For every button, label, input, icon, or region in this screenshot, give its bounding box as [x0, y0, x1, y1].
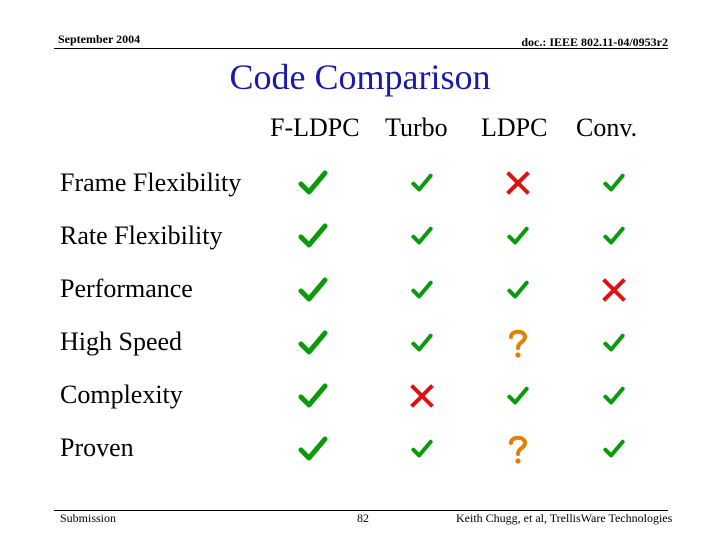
cross-icon [500, 165, 536, 201]
check-icon [295, 165, 331, 201]
footer-submission: Submission [60, 511, 117, 525]
check-icon [404, 325, 440, 361]
cross-icon [596, 272, 632, 308]
slide-title: Code Comparison [229, 57, 491, 97]
check-icon [404, 218, 440, 254]
check-icon [295, 325, 331, 361]
row-label-high-speed: High Speed [60, 327, 183, 356]
check-icon [596, 165, 632, 201]
row-label-complexity: Complexity [60, 380, 183, 409]
check-icon [596, 218, 632, 254]
check-icon [404, 165, 440, 201]
cross-icon [404, 378, 440, 414]
question-icon [500, 325, 536, 361]
check-icon [295, 378, 331, 414]
check-icon [596, 431, 632, 467]
question-icon [500, 431, 536, 467]
column-header-conv: Conv. [576, 113, 638, 142]
column-header-turbo: Turbo [385, 113, 448, 142]
check-icon [596, 325, 632, 361]
check-icon [295, 431, 331, 467]
check-icon [295, 218, 331, 254]
footer-divider [54, 510, 668, 511]
row-label-frame-flexibility: Frame Flexibility [60, 168, 242, 197]
row-label-performance: Performance [60, 274, 193, 303]
footer-page-number: 82 [357, 511, 369, 525]
row-label-rate-flexibility: Rate Flexibility [60, 221, 223, 250]
header-divider [54, 48, 668, 49]
check-icon [500, 218, 536, 254]
column-header-ldpc: LDPC [481, 113, 548, 142]
column-header-f-ldpc: F-LDPC [270, 113, 360, 142]
header-doc-id: doc.: IEEE 802.11-04/0953r2 [521, 35, 668, 49]
check-icon [500, 378, 536, 414]
footer-author: Keith Chugg, et al, TrellisWare Technolo… [456, 511, 673, 525]
check-icon [404, 431, 440, 467]
header-date: September 2004 [58, 32, 141, 46]
check-icon [596, 378, 632, 414]
check-icon [295, 272, 331, 308]
check-icon [404, 272, 440, 308]
row-label-proven: Proven [60, 433, 134, 462]
check-icon [500, 272, 536, 308]
